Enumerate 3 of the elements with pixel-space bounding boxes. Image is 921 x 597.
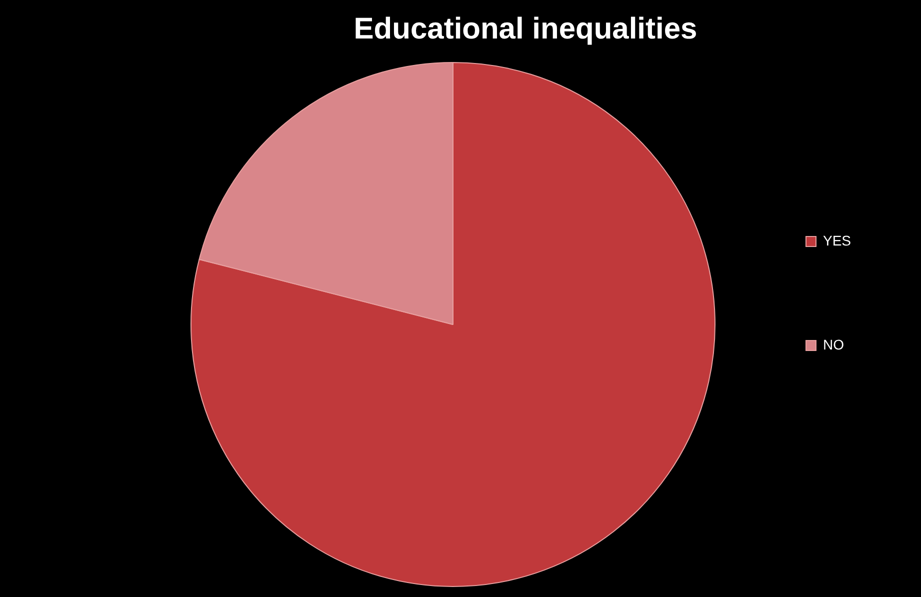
legend-label: YES	[822, 232, 851, 248]
chart-title: Educational inequalities	[354, 12, 698, 46]
legend-label: NO	[822, 336, 844, 352]
